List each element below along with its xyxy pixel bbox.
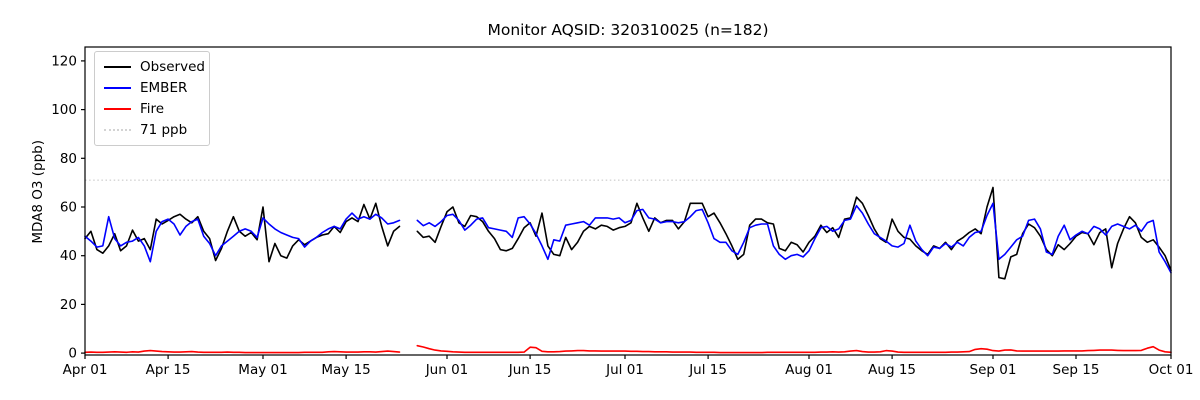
- 71ppb-line-swatch: [104, 128, 131, 131]
- chart-title: Monitor AQSID: 320310025 (n=182): [487, 21, 769, 39]
- y-tick-label: 20: [60, 297, 77, 313]
- ember-line-swatch: [104, 87, 131, 90]
- legend-label-ember: EMBER: [140, 80, 188, 97]
- y-tick-label: 40: [60, 248, 77, 264]
- y-tick-label: 60: [60, 200, 77, 216]
- legend-label-fire: Fire: [140, 100, 165, 117]
- y-tick-label: 80: [60, 151, 77, 167]
- x-tick-label: Jul 15: [688, 362, 727, 378]
- x-tick-label: Apr 01: [63, 362, 108, 378]
- legend: Observed EMBER Fire 71 ppb: [94, 51, 210, 146]
- x-tick-label: May 01: [238, 362, 287, 378]
- legend-item-71ppb: 71 ppb: [104, 120, 200, 140]
- x-tick-label: Jun 01: [425, 362, 469, 378]
- x-tick-label: May 15: [321, 362, 370, 378]
- y-axis-label: MDA8 O3 (ppb): [30, 140, 46, 244]
- x-tick-label: Sep 15: [1053, 362, 1100, 378]
- legend-label-observed: Observed: [140, 59, 205, 76]
- x-tick-label: Jul 01: [605, 362, 644, 378]
- plot-border: [84, 46, 1172, 356]
- legend-label-71ppb: 71 ppb: [140, 121, 188, 138]
- y-tick-label: 120: [51, 53, 77, 69]
- x-tick-label: Aug 01: [785, 362, 833, 378]
- series-line-ember: [84, 202, 1172, 274]
- series-line-fire: [84, 344, 1172, 354]
- y-tick-label: 0: [68, 346, 77, 362]
- x-tick-label: Jun 15: [508, 362, 552, 378]
- y-tick-label: 100: [51, 102, 77, 118]
- series-line-observed: [84, 186, 1172, 280]
- fire-line-swatch: [104, 107, 131, 110]
- legend-item-observed: Observed: [104, 57, 205, 77]
- x-tick-label: Oct 01: [1149, 362, 1194, 378]
- x-tick-label: Apr 15: [146, 362, 191, 378]
- legend-item-fire: Fire: [104, 99, 200, 119]
- x-tick-label: Sep 01: [970, 362, 1017, 378]
- legend-item-ember: EMBER: [104, 78, 200, 98]
- x-tick-label: Aug 15: [868, 362, 916, 378]
- observed-line-swatch: [104, 66, 131, 69]
